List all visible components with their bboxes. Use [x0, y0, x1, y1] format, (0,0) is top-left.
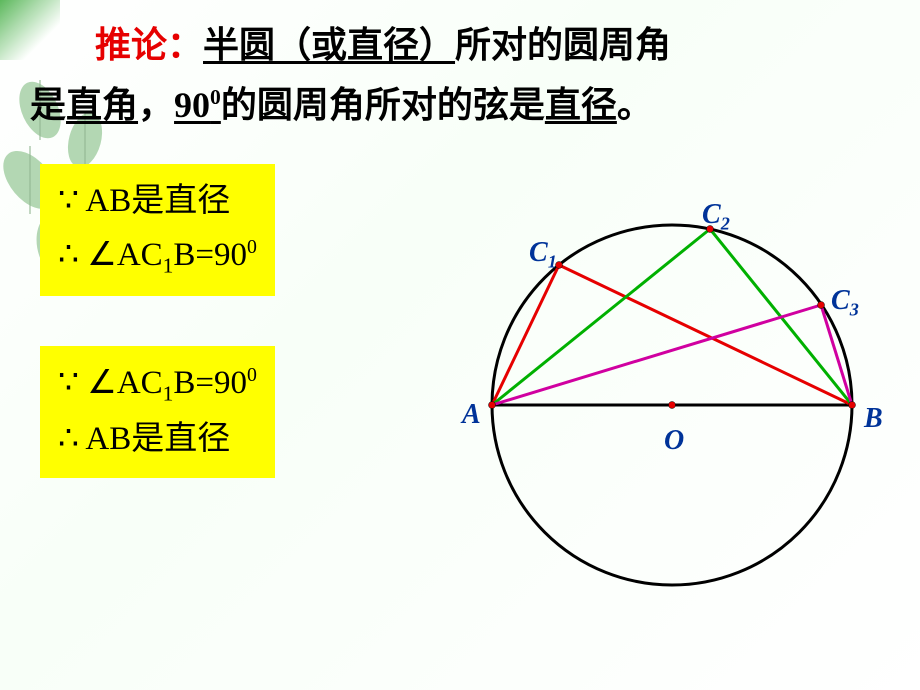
theorem-heading-line1: 推论：半圆（或直径）所对的圆周角: [0, 0, 920, 74]
point-label-C1: C1: [529, 237, 557, 273]
proof-box-2: ∵ ∠AC1B=900 ∴ AB是直径: [40, 346, 275, 478]
heading-underline-4: 直径: [545, 85, 617, 125]
heading-underline-2: 直角: [66, 85, 138, 125]
point-label-B: B: [864, 403, 883, 435]
point-label-C2: C2: [702, 199, 730, 235]
circle-diagram: A B O C1 C2 C3: [452, 175, 892, 615]
proof2-line1: ∵ ∠AC1B=900: [58, 356, 257, 412]
point-label-A: A: [462, 399, 481, 431]
proof1-line2: ∴ ∠AC1B=900: [58, 228, 257, 284]
point-label-O: O: [664, 425, 684, 457]
proof1-line1: ∵ AB是直径: [58, 174, 257, 228]
theorem-heading-line2: 是直角，900的圆周角所对的弦是直径。: [0, 74, 920, 134]
proof-box-1: ∵ AB是直径 ∴ ∠AC1B=900: [40, 164, 275, 296]
heading-underline-1: 半圆（或直径）: [203, 25, 455, 65]
heading-underline-3: 900: [174, 85, 221, 125]
proof2-line2: ∴ AB是直径: [58, 412, 257, 466]
heading-prefix: 推论：: [95, 25, 203, 65]
heading-mid1: 所对的圆周角: [455, 25, 671, 65]
point-label-C3: C3: [831, 285, 859, 321]
